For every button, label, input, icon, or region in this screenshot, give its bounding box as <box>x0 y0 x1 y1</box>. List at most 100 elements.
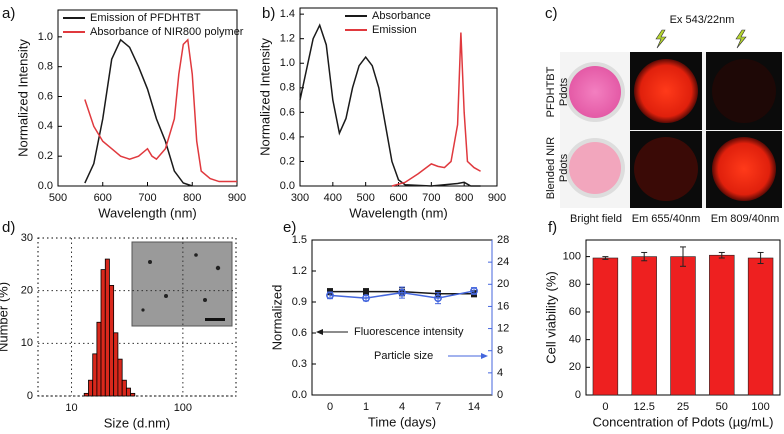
y-tick-label: 1.0 <box>280 57 295 69</box>
y-tick-label: 10 <box>21 337 33 349</box>
fluorescence-spot <box>634 59 698 123</box>
y-tick-label: 0.9 <box>292 296 307 308</box>
histogram-bar <box>117 358 123 397</box>
x-tick-label: 10 <box>65 402 77 414</box>
scale-bar <box>205 318 225 321</box>
y2-tick-label: 4 <box>497 367 503 379</box>
x-tick-label: 400 <box>324 192 342 204</box>
legend-label: Emission <box>372 24 417 36</box>
x-tick-label: 900 <box>488 192 506 204</box>
legend-label: Absorbance <box>372 10 431 22</box>
series-line <box>84 38 193 187</box>
histogram-bar <box>130 392 136 397</box>
x-tick-label: 500 <box>356 192 374 204</box>
particle <box>194 253 198 257</box>
bar <box>631 256 657 396</box>
histogram-bar <box>113 332 119 397</box>
x-tick-label: 700 <box>138 192 156 204</box>
y-tick-label: 80 <box>569 278 581 290</box>
y-tick-label: 0.6 <box>292 327 307 339</box>
x-axis-title: Concentration of Pdots (µg/mL) <box>593 414 774 429</box>
y-tick-label: 1.5 <box>292 234 307 246</box>
marker <box>434 294 442 303</box>
y-tick-label: 60 <box>569 306 581 318</box>
row-label: Pdots <box>558 77 570 106</box>
histogram-bar <box>100 269 106 397</box>
y-tick-label: 30 <box>21 232 33 244</box>
histogram-bar <box>104 258 110 397</box>
fluorescence-spot <box>712 59 776 123</box>
y-tick-label: 100 <box>563 251 581 263</box>
error-bar <box>602 256 609 260</box>
y-tick-label: 0.8 <box>38 61 53 73</box>
y2-tick-label: 16 <box>497 300 509 312</box>
y-tick-label: 1.0 <box>38 31 53 43</box>
x-axis-title: Wavelength (nm) <box>349 205 448 220</box>
x-tick-label: 7 <box>435 401 441 413</box>
panel-label: a) <box>2 5 15 22</box>
fluorescence-spot <box>712 137 776 201</box>
histogram-bar <box>109 284 115 397</box>
particle <box>164 294 168 298</box>
bar <box>592 257 619 396</box>
x-tick-label: 500 <box>49 192 67 204</box>
x-tick-label: 800 <box>455 192 473 204</box>
marker <box>398 288 406 297</box>
histogram-bar <box>83 392 89 397</box>
y-tick-label: 0.2 <box>38 150 53 162</box>
x-tick-label: 600 <box>389 192 407 204</box>
y-tick-label: 0.3 <box>292 358 307 370</box>
y-tick-label: 0.6 <box>280 106 295 118</box>
y2-tick-label: 8 <box>497 345 503 357</box>
tem-image <box>131 241 233 327</box>
plot-frame <box>57 9 238 187</box>
bar <box>709 254 735 396</box>
y-tick-label: 0 <box>575 389 581 401</box>
x-axis-title: Time (days) <box>368 414 436 429</box>
panel-c: c) Ex 543/22nm Bright field Em 655/40nm … <box>545 5 782 225</box>
x-tick-label: 600 <box>94 192 112 204</box>
error-bar <box>757 251 764 265</box>
y2-tick-label: 28 <box>497 234 509 246</box>
panel-label: f) <box>548 219 557 236</box>
error-bar <box>641 251 648 262</box>
histogram-bar <box>92 353 98 397</box>
panel-label: c) <box>545 5 558 22</box>
y2-tick-label: 20 <box>497 278 509 290</box>
marker <box>363 288 369 295</box>
particle <box>148 260 152 264</box>
panel-label: b) <box>262 5 275 22</box>
x-tick-label: 4 <box>399 401 405 413</box>
x-tick-label: 50 <box>716 401 728 413</box>
x-tick-label: 100 <box>751 401 769 413</box>
y-tick-label: 0.0 <box>280 180 295 192</box>
x-tick-label: 100 <box>174 402 192 414</box>
row-label: Blended NIR <box>545 137 557 199</box>
legend-label: Emission of PFDHTBT <box>90 12 201 24</box>
legend-arrowhead <box>316 329 323 335</box>
error-bar <box>718 251 725 259</box>
row-label: Pdots <box>558 153 570 182</box>
excitation-label: Ex 543/22nm <box>670 14 735 26</box>
histogram-bar <box>125 387 131 397</box>
plot-frame <box>37 237 237 397</box>
x-tick-label: 12.5 <box>633 401 654 413</box>
y-tick-label: 0.0 <box>292 389 307 401</box>
x-tick-label: 0 <box>327 401 333 413</box>
marker <box>470 286 478 295</box>
y-tick-label: 20 <box>569 361 581 373</box>
marker <box>362 294 370 303</box>
y2-tick-label: 12 <box>497 322 509 334</box>
x-tick-label: 700 <box>422 192 440 204</box>
lightning-icon <box>655 29 667 49</box>
legend-label: Absorbance of NIR800 polymer <box>90 26 244 38</box>
y-tick-label: 1.4 <box>280 8 295 20</box>
y-tick-label: 0.6 <box>38 90 53 102</box>
y-tick-label: 0.8 <box>280 82 295 94</box>
x-tick-label: 0 <box>602 401 608 413</box>
y-tick-label: 1.2 <box>292 265 307 277</box>
particle <box>215 265 221 271</box>
x-tick-label: 900 <box>228 192 246 204</box>
series-line <box>84 38 237 183</box>
x-tick-label: 300 <box>291 192 309 204</box>
